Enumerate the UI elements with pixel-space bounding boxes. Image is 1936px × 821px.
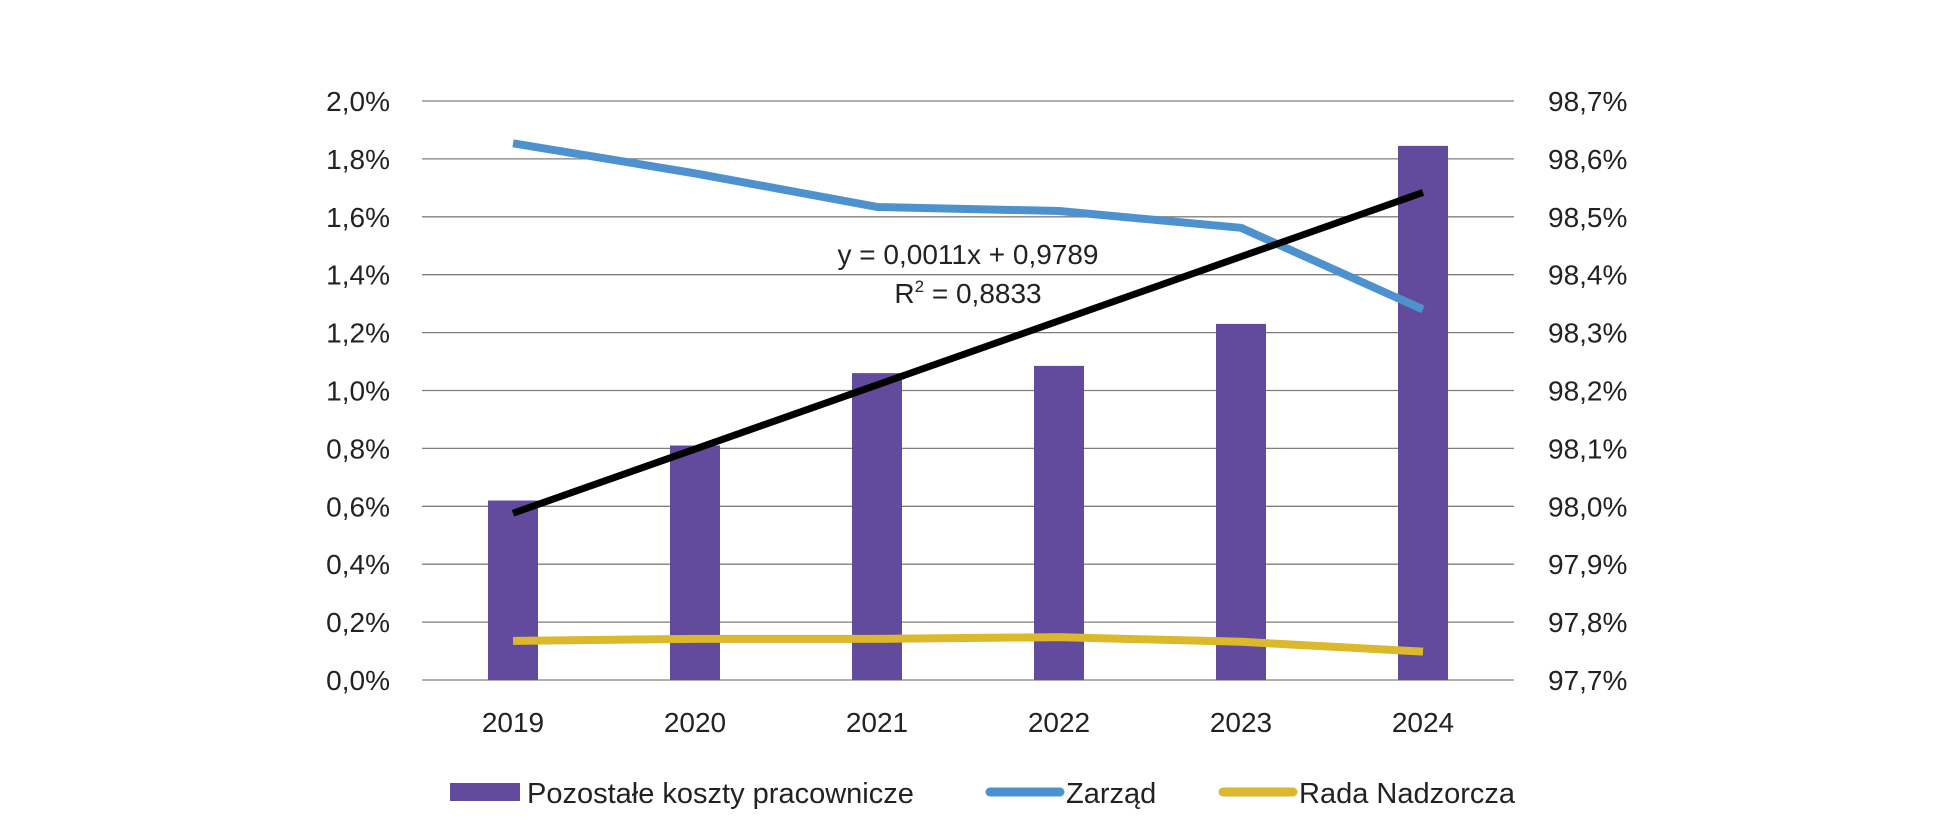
right-tick-label: 98,5% <box>1548 202 1627 233</box>
gridlines <box>422 100 1514 681</box>
right-axis-ticks: 97,7% 97,8% 97,9% 98,0% 98,1% 98,2% 98,3% 98,4%… <box>1548 86 1627 696</box>
right-tick-label: 98,3% <box>1548 318 1627 349</box>
left-tick-label: 1,4% <box>326 260 390 291</box>
left-tick-label: 1,0% <box>326 376 390 407</box>
right-tick-label: 98,1% <box>1548 433 1627 464</box>
right-tick-label: 97,8% <box>1548 607 1627 638</box>
series-line <box>512 633 1424 656</box>
right-tick-label: 97,7% <box>1548 665 1627 696</box>
trendline-equation: y = 0,0011x + 0,9789 <box>837 239 1098 270</box>
bar <box>1034 365 1084 680</box>
right-tick-label: 98,2% <box>1548 376 1627 407</box>
x-axis-ticks: 2019 2020 2021 2022 2023 2024 <box>482 707 1454 738</box>
legend-label-zarzad: Zarząd <box>1066 778 1156 810</box>
trendline-group <box>511 189 1425 517</box>
left-tick-label: 0,2% <box>326 607 390 638</box>
trendline <box>511 189 1425 517</box>
bar <box>488 500 538 680</box>
left-tick-label: 2,0% <box>326 86 390 117</box>
x-tick-label: 2023 <box>1210 707 1272 738</box>
left-tick-label: 0,8% <box>326 433 390 464</box>
x-tick-label: 2022 <box>1028 707 1090 738</box>
legend: Pozostałe koszty pracownicze Zarząd Rada… <box>450 778 1516 810</box>
bar <box>670 445 720 680</box>
trendline-r2: R2 = 0,8833 <box>894 277 1041 309</box>
bars-pozostale-koszty <box>488 145 1448 680</box>
left-tick-label: 0,6% <box>326 491 390 522</box>
legend-item-zarzad: Zarząd <box>985 778 1156 810</box>
right-tick-label: 98,6% <box>1548 144 1627 175</box>
right-tick-label: 98,7% <box>1548 86 1627 117</box>
left-tick-label: 1,8% <box>326 144 390 175</box>
x-tick-label: 2021 <box>846 707 908 738</box>
left-tick-label: 0,0% <box>326 665 390 696</box>
right-tick-label: 98,0% <box>1548 491 1627 522</box>
legend-swatch-pozostale <box>450 783 520 801</box>
legend-item-pozostale: Pozostałe koszty pracownicze <box>450 778 914 810</box>
x-tick-label: 2020 <box>664 707 726 738</box>
bar <box>852 373 902 680</box>
bar <box>1216 323 1266 680</box>
left-tick-label: 1,2% <box>326 318 390 349</box>
legend-label-pozostale: Pozostałe koszty pracownicze <box>527 778 914 810</box>
left-axis-ticks: 0,0% 0,2% 0,4% 0,6% 0,8% 1,0% 1,2% 1,4% 1,6% 1,8%… <box>326 86 390 696</box>
legend-label-rada: Rada Nadzorcza <box>1299 778 1516 810</box>
right-tick-label: 98,4% <box>1548 260 1627 291</box>
right-tick-label: 97,9% <box>1548 549 1627 580</box>
legend-item-rada: Rada Nadzorcza <box>1218 778 1516 810</box>
x-tick-label: 2019 <box>482 707 544 738</box>
left-tick-label: 0,4% <box>326 549 390 580</box>
trendline-label: y = 0,0011x + 0,9789 R2 = 0,8833 <box>837 239 1098 309</box>
left-tick-label: 1,6% <box>326 202 390 233</box>
series-lines <box>512 139 1425 656</box>
bar <box>1398 145 1448 680</box>
series-line <box>512 139 1425 314</box>
x-tick-label: 2024 <box>1392 707 1454 738</box>
